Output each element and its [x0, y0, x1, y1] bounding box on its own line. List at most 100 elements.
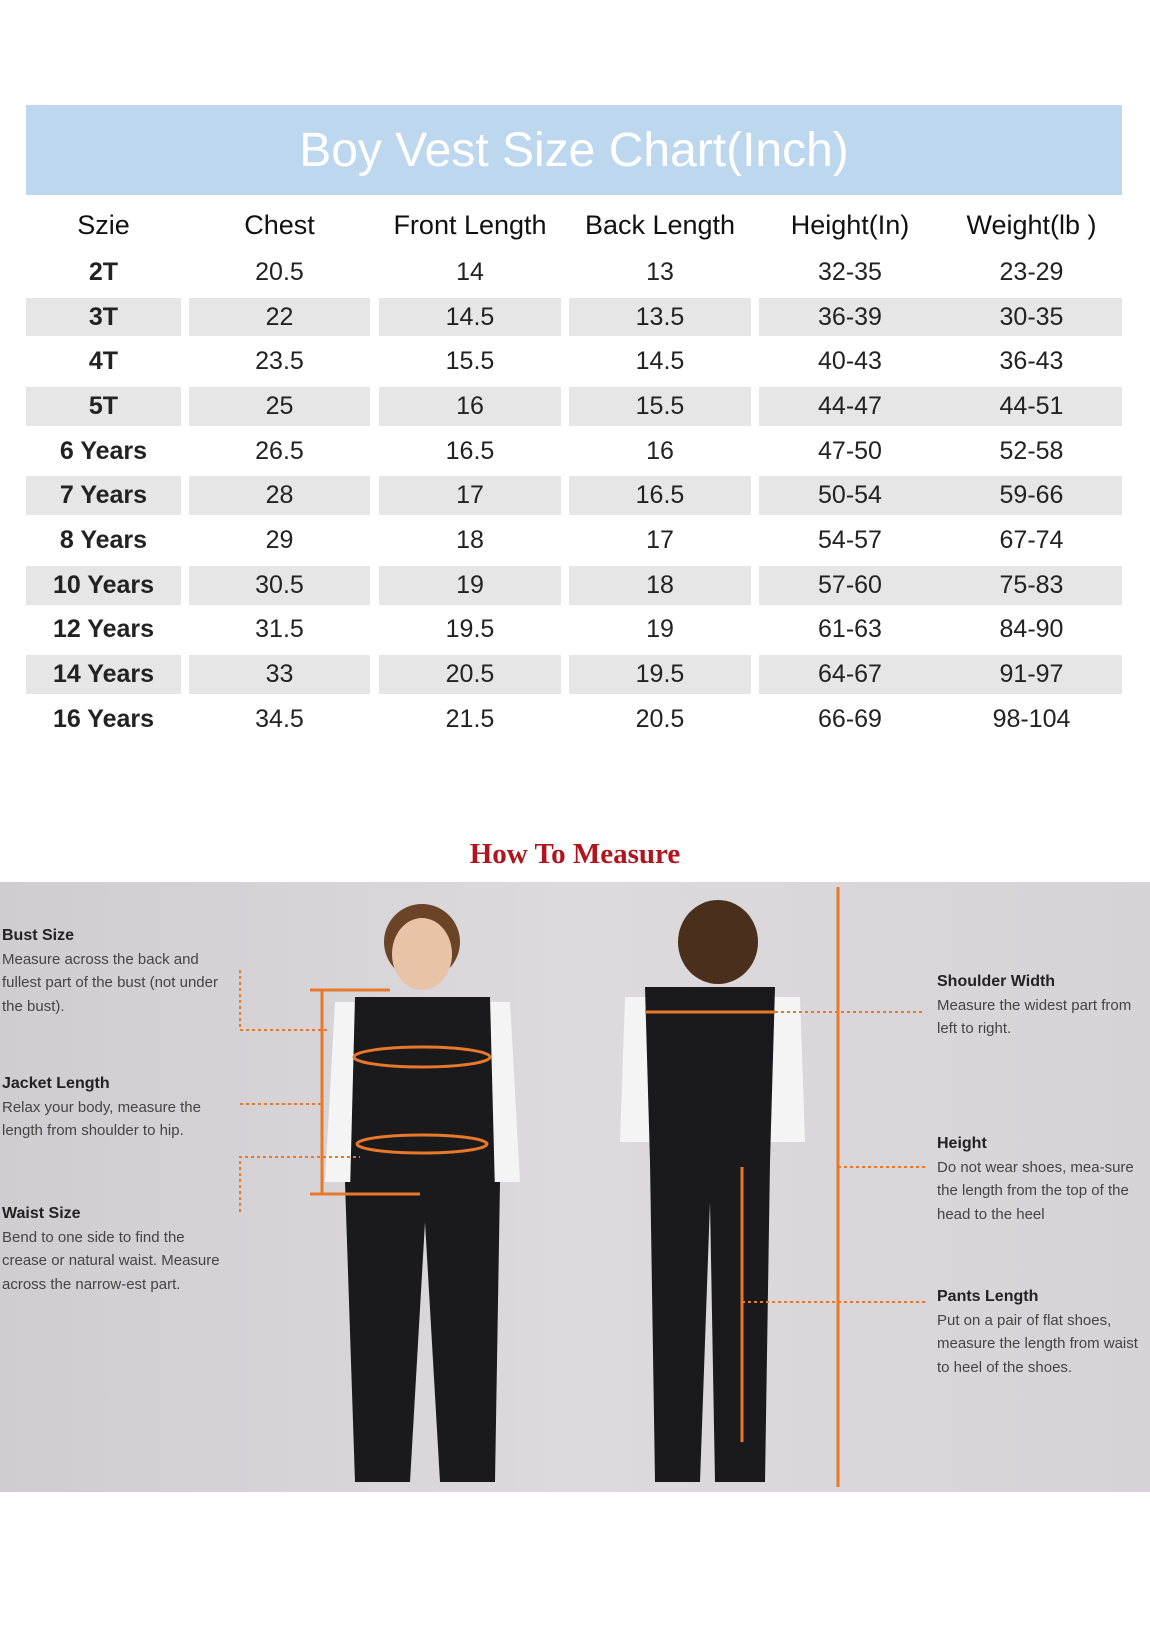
table-cell: 20.5	[255, 257, 304, 286]
table-cell: 54-57	[818, 525, 882, 554]
table-cell: 21.5	[445, 704, 495, 733]
row-stripe	[26, 655, 181, 694]
table-row: 8 Years 29 18 17 54-57 67-74	[26, 518, 1122, 563]
chart-title: Boy Vest Size Chart(Inch)	[299, 123, 849, 177]
table-cell: 19.5	[445, 615, 495, 644]
table-cell: 64-67	[818, 660, 882, 689]
table-cell: 16	[646, 436, 674, 465]
column-header: Back Length	[584, 209, 736, 240]
table-cell: 91-97	[999, 660, 1064, 689]
row-stripe	[379, 297, 561, 337]
table-cell: 32-35	[818, 257, 882, 286]
table-cell: 25	[265, 391, 294, 420]
note-shoulder-width: Shoulder Width Measure the widest part fr…	[937, 973, 1132, 1037]
table-cell: 20.5	[445, 660, 495, 689]
table-cell: 19	[646, 615, 674, 644]
table-cell: 28	[265, 481, 294, 510]
row-stripe	[759, 565, 1122, 605]
note-jacket-length: Jacket Length Relax your body, measure th…	[2, 1075, 201, 1139]
row-stripe	[569, 565, 751, 605]
table-cell: 2T	[88, 257, 119, 286]
row-stripe	[569, 476, 751, 516]
chart-title-banner: Boy Vest Size Chart(Inch)	[26, 105, 1122, 195]
row-stripe	[26, 387, 181, 426]
table-cell: 13.5	[635, 302, 685, 331]
how-to-measure-title: How To Measure	[469, 838, 681, 870]
boys-illustration	[239, 887, 925, 1487]
table-cell: 98-104	[992, 704, 1071, 733]
table-cell: 40-43	[818, 347, 882, 376]
table-cell: 17	[456, 481, 484, 510]
table-cell: 67-74	[999, 525, 1064, 554]
table-cell: 36-43	[999, 347, 1064, 376]
table-cell: 5T	[88, 391, 119, 420]
table-cell: 52-58	[999, 436, 1064, 465]
table-cell: 33	[265, 660, 294, 689]
row-stripe	[26, 297, 181, 337]
column-header: Szie	[77, 209, 130, 240]
table-cell: 17	[646, 525, 674, 554]
row-stripe	[759, 655, 1122, 694]
table-cell: 16 Years	[52, 704, 155, 733]
table-row: 6 Years 26.5 16.5 16 47-50 52-58	[26, 429, 1122, 474]
row-stripe	[569, 297, 751, 337]
row-stripe	[379, 565, 561, 605]
table-cell: 22	[265, 302, 294, 331]
table-cell: 30.5	[255, 570, 304, 599]
row-stripe	[379, 655, 561, 694]
column-header: Height(In)	[790, 209, 910, 240]
table-row: 2T 20.5 14 13 32-35 23-29	[26, 250, 1122, 295]
table-cell: 8 Years	[59, 525, 148, 554]
note-pants-length: Pants Length Put on a pair of flat shoes,…	[937, 1288, 1138, 1376]
row-stripe	[569, 387, 751, 426]
table-cell: 23-29	[999, 257, 1064, 286]
row-stripe	[379, 476, 561, 516]
table-row: 7 Years 28 17 16.5 50-54 59-66	[26, 473, 1122, 518]
row-stripe	[189, 655, 370, 694]
table-row: 14 Years 33 20.5 19.5 64-67 91-97	[26, 652, 1122, 697]
table-cell: 15.5	[635, 391, 685, 420]
table-cell: 84-90	[999, 615, 1064, 644]
table-row: 12 Years 31.5 19.5 19 61-63 84-90	[26, 608, 1122, 653]
table-cell: 14 Years	[52, 660, 155, 689]
table-cell: 61-63	[818, 615, 882, 644]
table-row: 4T 23.5 15.5 14.5 40-43 36-43	[26, 339, 1122, 384]
table-cell: 16.5	[635, 481, 685, 510]
table-row: 3T 22 14.5 13.5 36-39 30-35	[26, 295, 1122, 340]
table-cell: 12 Years	[52, 615, 155, 644]
row-stripe	[379, 387, 561, 426]
row-stripe	[569, 655, 751, 694]
row-stripe	[759, 476, 1122, 516]
table-cell: 19	[456, 570, 484, 599]
row-stripe	[26, 565, 181, 605]
table-cell: 14	[456, 257, 484, 286]
table-cell: 47-50	[818, 436, 882, 465]
row-stripe	[189, 476, 370, 516]
table-cell: 34.5	[255, 704, 304, 733]
table-cell: 23.5	[255, 347, 304, 376]
table-cell: 6 Years	[59, 436, 148, 465]
table-cell: 20.5	[635, 704, 685, 733]
table-cell: 31.5	[255, 615, 304, 644]
table-cell: 16.5	[445, 436, 495, 465]
table-row: 16 Years 34.5 21.5 20.5 66-69 98-104	[26, 697, 1122, 742]
note-bust-size: Bust Size Measure across the back and ful…	[2, 927, 218, 1015]
table-cell: 30-35	[999, 302, 1064, 331]
table-row: 10 Years 30.5 19 18 57-60 75-83	[26, 563, 1122, 608]
table-cell: 16	[456, 391, 484, 420]
table-cell: 3T	[88, 302, 119, 331]
table-cell: 29	[265, 525, 294, 554]
table-cell: 13	[646, 257, 674, 286]
table-cell: 36-39	[818, 302, 882, 331]
table-cell: 26.5	[255, 436, 304, 465]
table-cell: 14.5	[635, 347, 685, 376]
table-cell: 18	[456, 525, 484, 554]
row-stripe	[759, 387, 1122, 426]
column-header: Front Length	[393, 209, 547, 240]
table-cell: 4T	[88, 347, 119, 376]
table-cell: 44-47	[818, 391, 882, 420]
note-height: Height Do not wear shoes, mea-sure the le…	[937, 1135, 1134, 1223]
row-stripe	[189, 387, 370, 426]
table-cell: 7 Years	[59, 481, 148, 510]
size-table: Szie Chest Front Length Back Length Height(I…	[26, 200, 1122, 742]
